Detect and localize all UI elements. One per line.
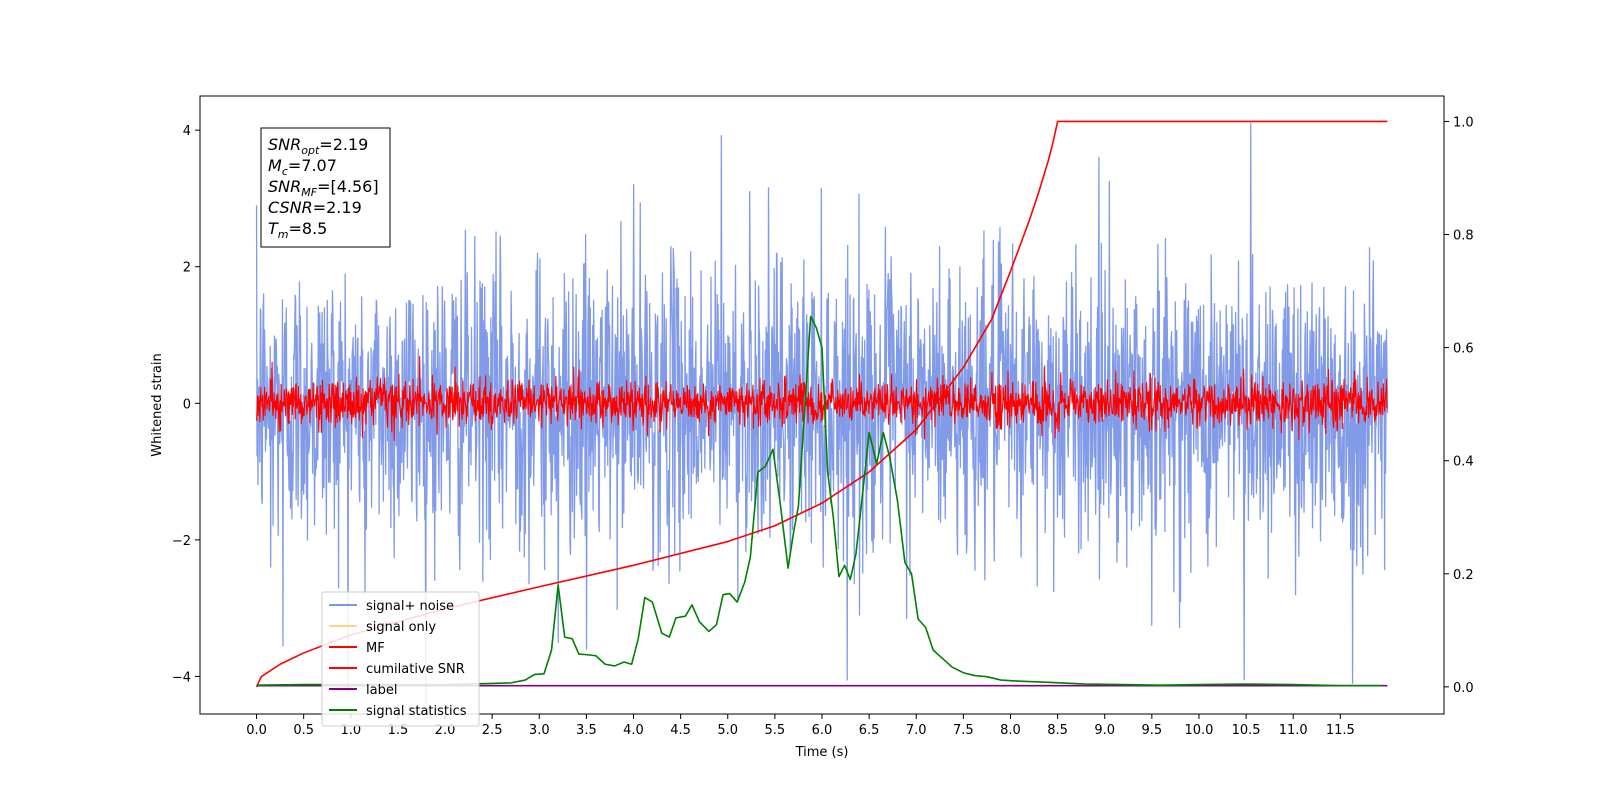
annotation-subscript: opt xyxy=(301,144,320,157)
annotation-value: =8.5 xyxy=(289,219,328,238)
x-tick-label: 4.0 xyxy=(623,723,644,738)
series-mf xyxy=(256,355,1388,442)
x-tick-label: 1.5 xyxy=(388,723,409,738)
annotation-value: =2.19 xyxy=(313,198,362,217)
x-tick-label: 5.0 xyxy=(717,723,738,738)
annotation-line: SNRopt=2.19 xyxy=(268,135,368,157)
series-signal-noise xyxy=(255,122,1389,705)
annotation-symbol: M xyxy=(268,156,282,175)
y2-tick-label: 0.6 xyxy=(1453,342,1474,357)
x-tick-label: 2.0 xyxy=(435,723,456,738)
annotation-box: SNRopt=2.19Mc=7.07SNRMF=[4.56]CSNR=2.19T… xyxy=(260,127,391,248)
x-tick-label: 1.0 xyxy=(340,723,361,738)
x-tick-label: 6.5 xyxy=(859,723,880,738)
x-tick-label: 2.5 xyxy=(482,723,503,738)
x-tick-label: 4.5 xyxy=(670,723,691,738)
legend-label: MF xyxy=(366,641,385,656)
legend-label: signal statistics xyxy=(366,704,467,719)
annotation-symbol: SNR xyxy=(268,177,301,196)
series-signal-statistics xyxy=(256,315,1383,687)
annotation-line: Tm=8.5 xyxy=(268,219,327,241)
x-tick-label: 10.5 xyxy=(1232,723,1261,738)
annotation-line: Mc=7.07 xyxy=(268,156,337,178)
x-tick-label: 0.5 xyxy=(293,723,314,738)
y2-tick-label: 0.2 xyxy=(1453,568,1474,583)
legend-label: label xyxy=(366,683,397,698)
y2-tick-label: 0.8 xyxy=(1453,229,1474,244)
annotation-subscript: c xyxy=(282,165,288,178)
y2-tick-label: 0.4 xyxy=(1453,455,1474,470)
x-axis-title: Time (s) xyxy=(795,745,849,760)
x-tick-label: 3.0 xyxy=(529,723,550,738)
annotation-value: =7.07 xyxy=(288,156,337,175)
x-tick-label: 5.5 xyxy=(765,723,786,738)
annotation-symbol: SNR xyxy=(268,135,301,154)
legend: signal+ noise signal only MF cumilative SNR… xyxy=(321,591,480,727)
x-tick-label: 9.0 xyxy=(1094,723,1115,738)
annotation-subscript: m xyxy=(278,228,289,241)
x-tick-label: 11.5 xyxy=(1326,723,1355,738)
legend-label: signal+ noise xyxy=(366,599,454,614)
annotation-subscript: MF xyxy=(301,186,317,199)
y-tick-label: −4 xyxy=(172,670,191,685)
x-tick-label: 3.5 xyxy=(576,723,597,738)
legend-label: cumilative SNR xyxy=(366,662,465,677)
annotation-symbol: CSNR xyxy=(268,198,313,217)
annotation-frame xyxy=(260,127,391,248)
y-tick-label: −2 xyxy=(172,534,191,549)
x-tick-label: 8.5 xyxy=(1047,723,1068,738)
x-tick-label: 0.0 xyxy=(246,723,267,738)
y2-tick-label: 1.0 xyxy=(1453,115,1474,130)
annotation-value: =2.19 xyxy=(319,135,368,154)
annotation-line: SNRMF=[4.56] xyxy=(268,177,379,199)
y-tick-label: 0 xyxy=(183,397,191,412)
axes-layer: 0.0 0.5 1.0 1.5 2.0 2.5 3.0 3.5 4.0 4.5 5.0 5.5 6.0 6… xyxy=(150,115,1474,760)
y-tick-label: 4 xyxy=(183,124,191,139)
annotation-symbol: T xyxy=(268,219,279,238)
x-tick-label: 6.0 xyxy=(812,723,833,738)
y2-tick-label: 0.0 xyxy=(1453,681,1474,696)
x-tick-label: 10.0 xyxy=(1184,723,1213,738)
annotation-line: CSNR=2.19 xyxy=(268,198,362,217)
annotation-value: =[4.56] xyxy=(317,177,379,196)
legend-frame xyxy=(321,591,480,727)
x-tick-label: 7.5 xyxy=(953,723,974,738)
x-tick-label: 8.0 xyxy=(1000,723,1021,738)
x-tick-label: 7.0 xyxy=(906,723,927,738)
x-tick-label: 9.5 xyxy=(1142,723,1163,738)
x-tick-label: 11.0 xyxy=(1279,723,1308,738)
legend-label: signal only xyxy=(366,620,436,635)
y-axis-title: Whitened strain xyxy=(150,353,165,456)
y-tick-label: 2 xyxy=(183,261,191,276)
